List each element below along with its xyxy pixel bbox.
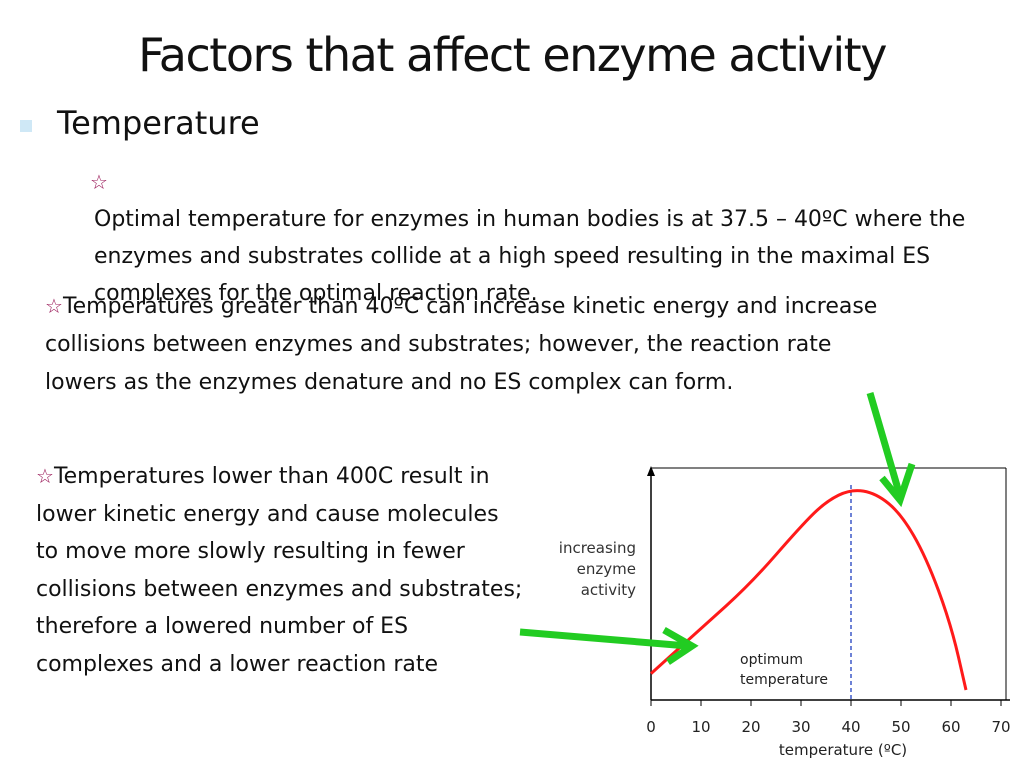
arrow-higher-temp: [866, 392, 916, 508]
x-axis-label: temperature (ºC): [779, 741, 907, 759]
point-lower: ☆Temperatures lower than 400C result in …: [36, 458, 526, 683]
y-axis-label-3: activity: [581, 581, 636, 599]
star-icon: ☆: [36, 464, 54, 488]
x-ticks: 0 10 20 30 40 50 60 70: [646, 700, 1011, 736]
y-axis-arrow: [647, 466, 655, 476]
x-tick-label: 60: [941, 718, 960, 736]
x-tick-label: 10: [691, 718, 710, 736]
point-greater-text: Temperatures greater than 40ºC can incre…: [45, 294, 878, 395]
point-optimal: ☆ Optimal temperature for enzymes in hum…: [90, 164, 990, 312]
point-lower-text: Temperatures lower than 400C result in l…: [36, 464, 523, 677]
x-tick-label: 70: [991, 718, 1010, 736]
optimum-label-2: temperature: [740, 672, 828, 688]
x-tick-label: 20: [741, 718, 760, 736]
optimum-label-1: optimum: [740, 652, 803, 668]
heading-temperature: Temperature: [57, 104, 260, 142]
x-tick-label: 40: [841, 718, 860, 736]
star-icon: ☆: [90, 170, 108, 194]
square-bullet-icon: [20, 120, 32, 132]
point-greater: ☆Temperatures greater than 40ºC can incr…: [45, 287, 905, 402]
y-axis-label-1: increasing: [559, 539, 636, 557]
x-tick-label: 30: [791, 718, 810, 736]
slide-title: Factors that affect enzyme activity: [138, 28, 887, 82]
x-tick-label: 50: [891, 718, 910, 736]
activity-curve: [649, 489, 968, 691]
arrow-lower-temp: [519, 626, 699, 665]
y-axis-label-2: enzyme: [577, 560, 636, 578]
x-tick-label: 0: [646, 718, 656, 736]
star-icon: ☆: [45, 294, 63, 318]
point-optimal-text: Optimal temperature for enzymes in human…: [94, 207, 966, 306]
